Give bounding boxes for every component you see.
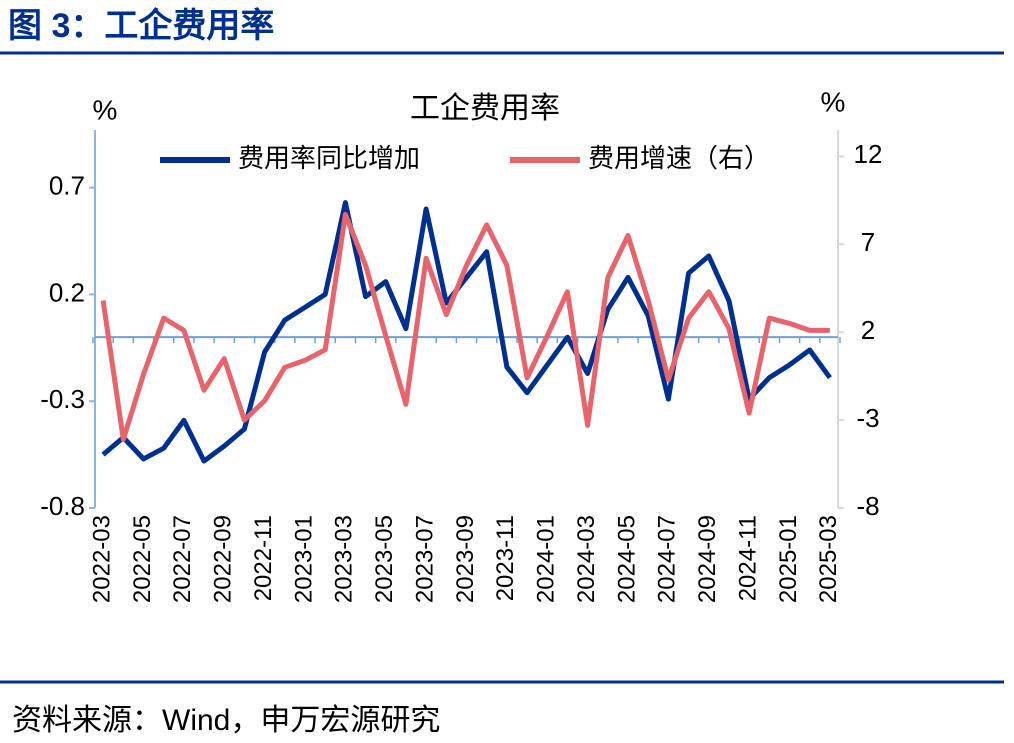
y-tick-label: 0.2: [49, 277, 85, 307]
figure-title: 图 3：工企费用率: [8, 6, 274, 45]
x-tick-label: 2024-11: [734, 515, 761, 601]
x-tick-label: 2024-05: [613, 515, 640, 603]
x-tick-label: 2024-03: [573, 515, 600, 603]
series-line: [101, 200, 832, 464]
x-tick-label: 2023-07: [411, 515, 438, 603]
legend-label: 费用率同比增加: [238, 143, 420, 173]
x-tick-label: 2025-03: [815, 515, 842, 603]
y2-tick-label: 12: [854, 139, 883, 169]
y2-tick-label: -3: [856, 403, 879, 433]
x-tick-label: 2022-05: [129, 515, 156, 603]
y2-tick-label: -8: [856, 491, 879, 521]
x-tick-label: 2022-07: [169, 515, 196, 603]
y-tick-label: 0.7: [49, 171, 85, 201]
x-tick-label: 2023-11: [492, 515, 519, 601]
x-tick-label: 2023-03: [331, 515, 358, 603]
x-tick-label: 2022-09: [210, 515, 237, 603]
y-tick-label: -0.3: [40, 384, 85, 414]
x-tick-label: 2024-01: [533, 515, 560, 603]
y2-tick-label: 2: [861, 315, 875, 345]
x-tick-label: 2023-01: [290, 515, 317, 603]
y2-tick-label: 7: [861, 227, 875, 257]
y-axis-unit: %: [93, 94, 118, 125]
x-tick-label: 2023-09: [452, 515, 479, 603]
series-line: [100, 211, 830, 442]
x-tick-label: 2024-09: [694, 515, 721, 603]
legend-label: 费用增速（右）: [588, 143, 770, 173]
x-tick-label: 2023-05: [371, 515, 398, 603]
chart-title: 工企费用率: [410, 92, 560, 125]
x-tick-label: 2024-07: [654, 515, 681, 603]
x-tick-label: 2022-11: [250, 515, 277, 601]
y2-axis-unit: %: [821, 86, 846, 117]
y-tick-label: -0.8: [40, 491, 85, 521]
x-tick-label: 2022-03: [88, 515, 115, 603]
source: 资料来源：Wind，申万宏源研究: [12, 704, 440, 737]
x-tick-label: 2025-01: [775, 515, 802, 603]
